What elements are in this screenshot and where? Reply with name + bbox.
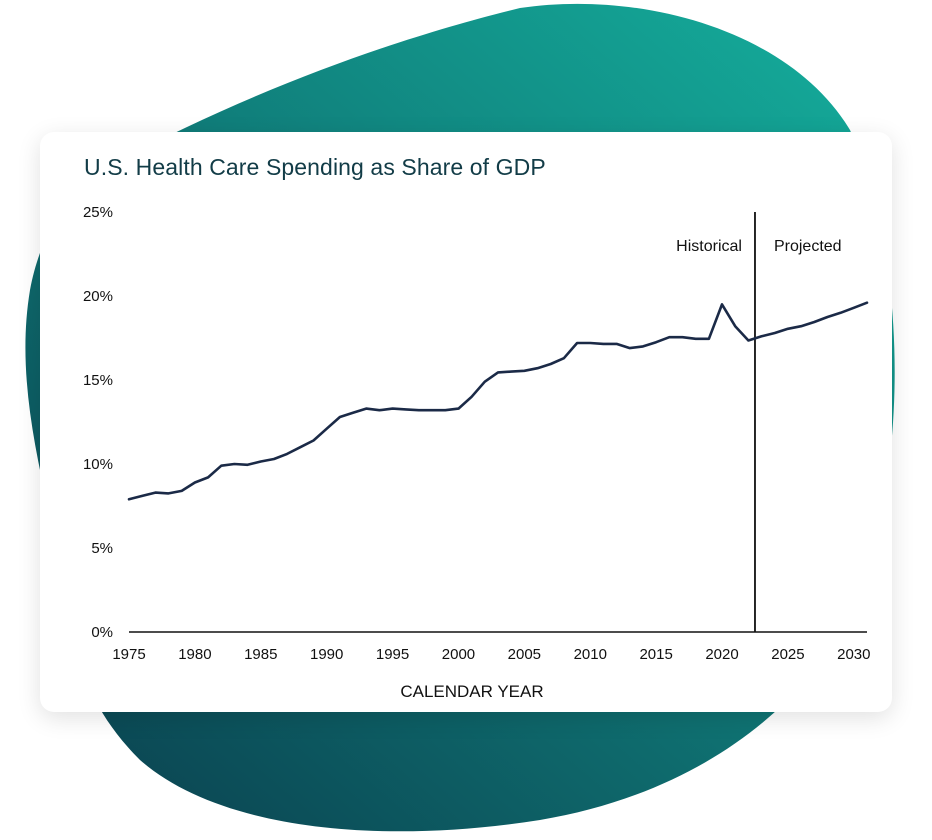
x-tick-label: 2025 <box>771 646 804 663</box>
projected-label: Projected <box>774 238 842 255</box>
x-tick-label: 2015 <box>639 646 672 663</box>
x-tick-label: 2030 <box>837 646 870 663</box>
x-tick-label: 1995 <box>376 646 409 663</box>
chart-title: U.S. Health Care Spending as Share of GD… <box>84 154 546 180</box>
x-tick-label: 2000 <box>442 646 475 663</box>
x-tick-label: 1990 <box>310 646 343 663</box>
chart-card: U.S. Health Care Spending as Share of GD… <box>40 132 892 712</box>
x-axis-title: CALENDAR YEAR <box>400 682 543 701</box>
x-tick-label: 2005 <box>508 646 541 663</box>
y-tick-label: 20% <box>83 288 113 305</box>
y-tick-label: 10% <box>83 456 113 473</box>
series-line <box>127 301 869 501</box>
x-tick-label: 1980 <box>178 646 211 663</box>
x-tick-label: 2020 <box>705 646 738 663</box>
y-tick-label: 25% <box>83 204 113 221</box>
y-tick-label: 5% <box>91 540 113 557</box>
y-tick-label: 15% <box>83 372 113 389</box>
x-tick-label: 1975 <box>112 646 145 663</box>
y-tick-label: 0% <box>91 624 113 641</box>
x-tick-label: 2010 <box>574 646 607 663</box>
line-chart: 0% 5% 10% 15% 20% 25% 1975 1980 1985 1990 1995 2000… <box>83 204 871 701</box>
historical-label: Historical <box>676 238 742 255</box>
x-tick-label: 1985 <box>244 646 277 663</box>
